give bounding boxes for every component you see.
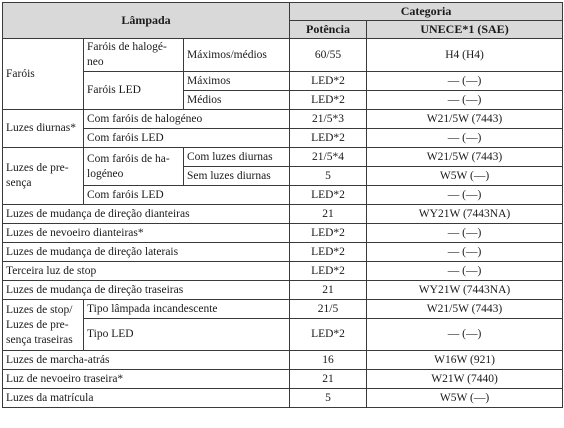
- unece-value: — (—): [366, 242, 564, 262]
- header-category: Categoria: [289, 2, 564, 21]
- power-value: 16: [289, 350, 368, 370]
- lamp-reverse-lights: Luzes de marcha-atrás: [1, 350, 291, 370]
- unece-value: W16W (921): [366, 350, 564, 370]
- power-value: 21/5: [289, 299, 368, 319]
- lamp-halogen-headlights: Faróis de halogé-neo: [83, 38, 184, 72]
- unece-value: — (—): [366, 90, 564, 110]
- power-value: LED*2: [289, 90, 368, 110]
- unece-value: H4 (H4): [366, 38, 564, 72]
- unece-value: — (—): [366, 223, 564, 243]
- unece-value: — (—): [366, 318, 564, 351]
- lamp-side-turn-signals: Luzes de mudança de direção laterais: [1, 242, 291, 262]
- power-value: LED*2: [289, 185, 368, 205]
- lamp-position-led: Com faróis LED: [82, 185, 291, 205]
- lamp-high-low-beam: Máximos/médios: [182, 38, 291, 72]
- power-value: LED*2: [289, 71, 368, 91]
- lamp-position-lights: Luzes de pre-sença: [2, 147, 84, 205]
- lamp-type-incandescent: Tipo lâmpada incandescente: [82, 299, 291, 319]
- lamp-low-beam: Médios: [182, 90, 291, 110]
- lamp-position-halogen: Com faróis de ha-logéneo: [83, 147, 184, 186]
- power-value: LED*2: [289, 261, 368, 281]
- power-value: 60/55: [289, 38, 368, 72]
- unece-value: — (—): [366, 261, 564, 281]
- lamp-license-plate-lights: Luzes da matrícula: [1, 388, 291, 408]
- power-value: 21/5*4: [289, 147, 368, 167]
- power-value: 21: [289, 204, 368, 224]
- unece-value: W21/5W (7443): [366, 109, 564, 129]
- lamp-daytime-running-lights: Luzes diurnas*: [2, 109, 84, 148]
- lamp-rear-fog-light: Luz de nevoeiro traseira*: [1, 369, 291, 389]
- lamp-without-drl: Sem luzes diurnas: [182, 166, 291, 186]
- lamp-third-brake-light: Terceira luz de stop: [1, 261, 291, 281]
- power-value: LED*2: [289, 318, 368, 351]
- unece-value: W5W (—): [366, 388, 564, 408]
- unece-value: W5W (—): [366, 166, 564, 186]
- power-value: 5: [289, 388, 368, 408]
- power-value: LED*2: [289, 128, 368, 148]
- header-lamp: Lâmpada: [1, 2, 291, 39]
- lamp-led-headlights: Faróis LED: [83, 71, 184, 110]
- lamp-type-led: Tipo LED: [82, 318, 291, 351]
- lamp-rear-turn-signals: Luzes de mudança de direção traseiras: [1, 280, 291, 300]
- header-power: Potência: [289, 20, 368, 39]
- unece-value: WY21W (7443NA): [366, 280, 564, 300]
- lamp-front-turn-signals: Luzes de mudança de direção dianteiras: [1, 204, 291, 224]
- lamp-headlights: Faróis: [2, 38, 84, 110]
- lamp-drl-led: Com faróis LED: [82, 128, 291, 148]
- unece-value: W21/5W (7443): [366, 147, 564, 167]
- lamp-high-beam: Máximos: [182, 71, 291, 91]
- power-value: LED*2: [289, 223, 368, 243]
- unece-value: W21/5W (7443): [366, 299, 564, 319]
- unece-value: WY21W (7443NA): [366, 204, 564, 224]
- power-value: 5: [289, 166, 368, 186]
- lamp-brake-tail-lights: Luzes de stop/ Luzes de pre-sença trasei…: [2, 299, 84, 351]
- unece-value: W21W (7440): [366, 369, 564, 389]
- header-unece: UNECE*1 (SAE): [366, 20, 564, 39]
- unece-value: — (—): [366, 128, 564, 148]
- power-value: 21: [289, 369, 368, 389]
- power-value: 21: [289, 280, 368, 300]
- lamp-with-drl: Com luzes diurnas: [182, 147, 291, 167]
- lamp-front-fog-lights: Luzes de nevoeiro dianteiras*: [1, 223, 291, 243]
- power-value: LED*2: [289, 242, 368, 262]
- unece-value: — (—): [366, 71, 564, 91]
- power-value: 21/5*3: [289, 109, 368, 129]
- lamp-drl-halogen: Com faróis de halogéneo: [82, 109, 291, 129]
- unece-value: — (—): [366, 185, 564, 205]
- bulb-specification-table: Lâmpada Categoria Potência UNECE*1 (SAE)…: [1, 2, 564, 408]
